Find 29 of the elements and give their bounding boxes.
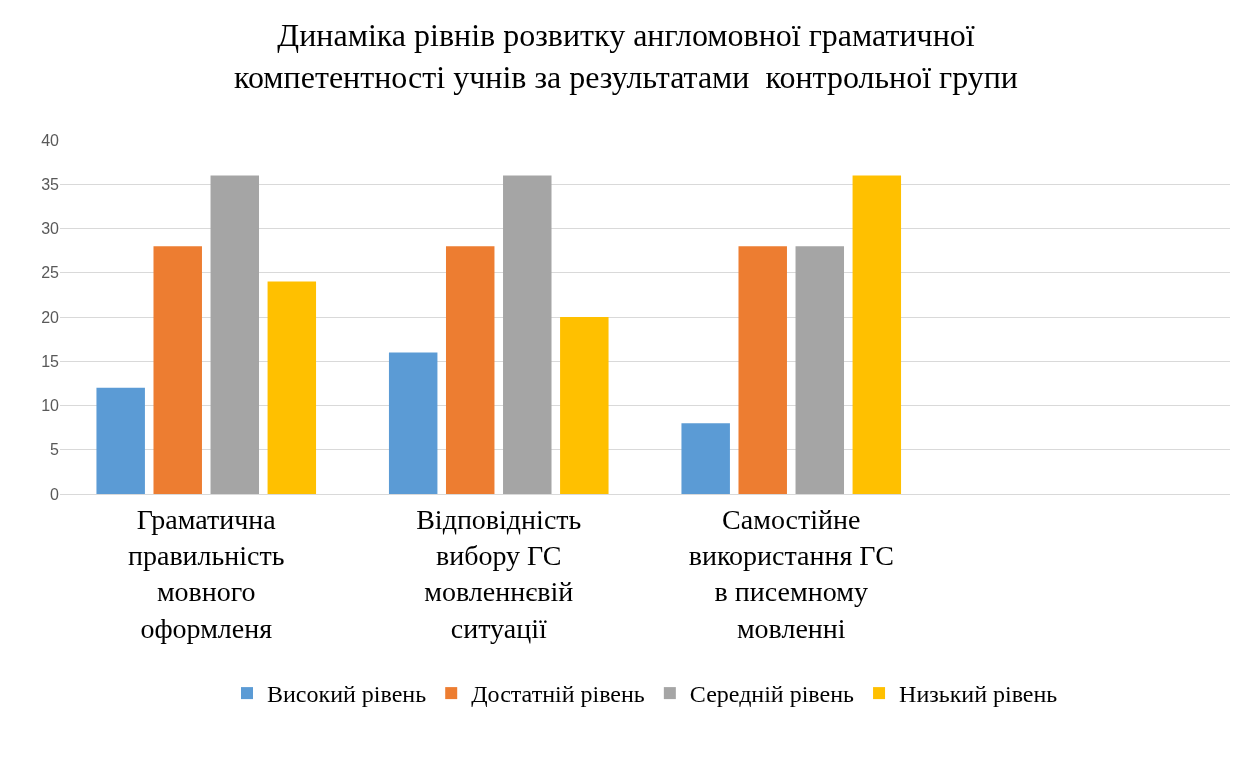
y-tick-label: 15 bbox=[41, 352, 60, 370]
y-tick-label: 10 bbox=[41, 397, 60, 415]
bar bbox=[795, 246, 845, 494]
bar bbox=[388, 352, 438, 494]
y-tick-label: 40 bbox=[41, 131, 60, 149]
legend-label: Низький рівень bbox=[899, 681, 1058, 708]
legend-label: Достатній рівень bbox=[471, 681, 645, 708]
legend-label: Високий рівень bbox=[267, 681, 427, 708]
bar bbox=[681, 423, 730, 494]
y-tick-label: 25 bbox=[41, 264, 60, 282]
bar bbox=[153, 246, 202, 494]
x-tick-label: Відповідність вибору ГС мовленнєвій ситуації bbox=[416, 503, 582, 644]
y-tick-label: 5 bbox=[50, 441, 60, 459]
bar bbox=[267, 281, 317, 494]
chart-title: Динаміка рівнів розвитку англомовної граматичної компетентності учнів за результатами контрольної групи bbox=[234, 17, 1018, 96]
bar bbox=[852, 175, 902, 494]
bar bbox=[210, 175, 260, 494]
y-tick-label: 0 bbox=[50, 485, 60, 503]
bar bbox=[96, 387, 145, 494]
bar bbox=[503, 175, 552, 494]
legend-label: Середній рівень bbox=[689, 681, 855, 708]
bar bbox=[560, 317, 609, 494]
bar bbox=[445, 246, 495, 494]
y-tick-label: 30 bbox=[41, 220, 60, 238]
x-tick-label: Граматична правильність мовного оформленя bbox=[127, 503, 285, 644]
y-tick-label: 20 bbox=[41, 308, 60, 326]
bar bbox=[738, 246, 787, 494]
x-tick-label: Самостійне використання ГС в писемному мовленні bbox=[688, 503, 894, 644]
y-tick-label: 35 bbox=[41, 175, 60, 193]
